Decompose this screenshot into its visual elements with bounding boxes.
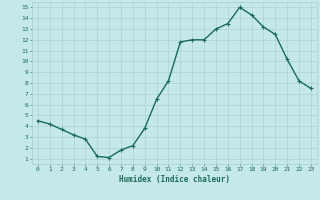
X-axis label: Humidex (Indice chaleur): Humidex (Indice chaleur) <box>119 175 230 184</box>
